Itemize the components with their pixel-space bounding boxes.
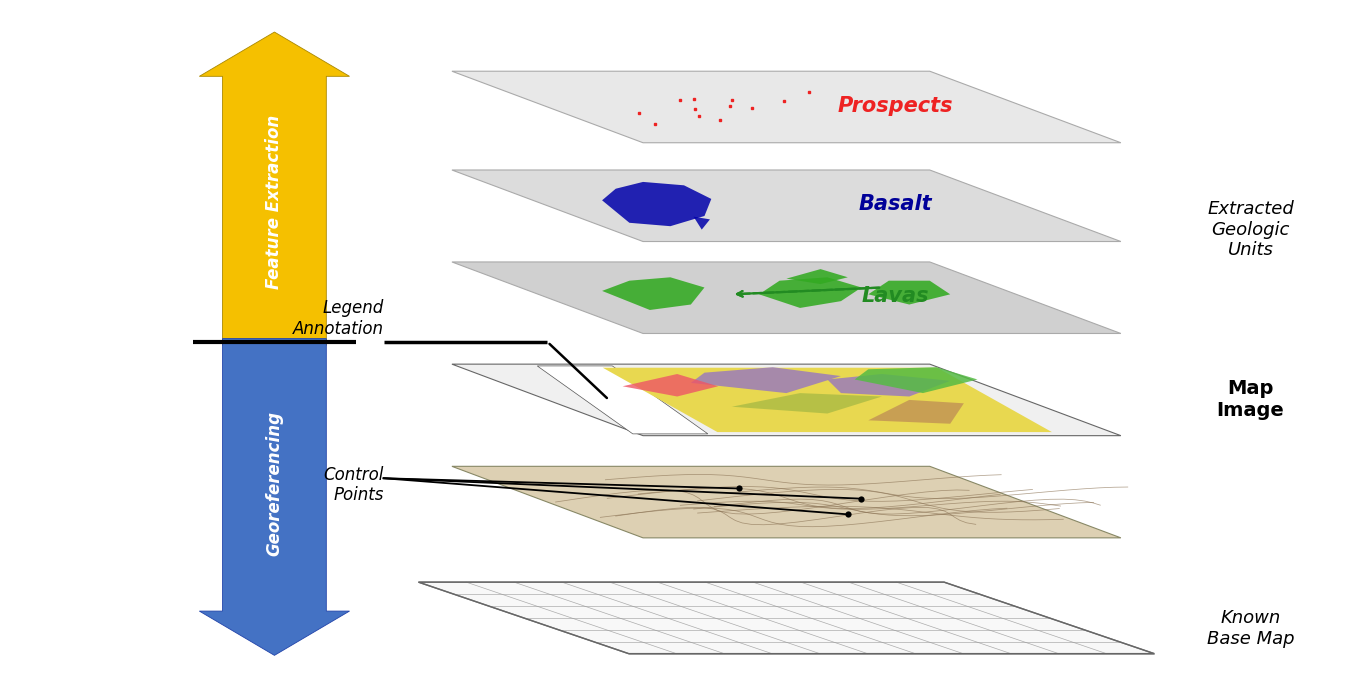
Polygon shape — [622, 374, 718, 397]
Polygon shape — [602, 182, 711, 226]
Polygon shape — [451, 364, 1120, 436]
Polygon shape — [602, 277, 705, 310]
Polygon shape — [691, 367, 841, 393]
Text: Feature Extraction: Feature Extraction — [265, 115, 283, 289]
Polygon shape — [451, 466, 1120, 538]
Polygon shape — [869, 280, 951, 304]
Text: Georeferencing: Georeferencing — [265, 411, 283, 556]
Polygon shape — [200, 32, 349, 345]
Text: Lavas: Lavas — [862, 287, 929, 306]
Text: Extracted
Geologic
Units: Extracted Geologic Units — [1207, 200, 1294, 259]
Polygon shape — [694, 217, 710, 230]
Polygon shape — [759, 277, 862, 308]
Text: Basalt: Basalt — [859, 194, 933, 214]
Polygon shape — [828, 374, 951, 397]
Text: Known
Base Map: Known Base Map — [1207, 609, 1294, 648]
Polygon shape — [732, 393, 882, 414]
Polygon shape — [603, 368, 1052, 432]
Text: Control
Points: Control Points — [323, 466, 383, 505]
Polygon shape — [538, 366, 707, 434]
Text: Map
Image: Map Image — [1216, 380, 1285, 421]
Polygon shape — [419, 582, 1155, 654]
Polygon shape — [451, 170, 1120, 241]
Polygon shape — [451, 71, 1120, 143]
Polygon shape — [869, 400, 964, 424]
Polygon shape — [855, 367, 978, 393]
Polygon shape — [451, 262, 1120, 334]
Text: Legend
Annotation: Legend Annotation — [293, 299, 383, 338]
Polygon shape — [200, 339, 349, 655]
Polygon shape — [787, 269, 848, 284]
Text: Prospects: Prospects — [837, 96, 953, 116]
